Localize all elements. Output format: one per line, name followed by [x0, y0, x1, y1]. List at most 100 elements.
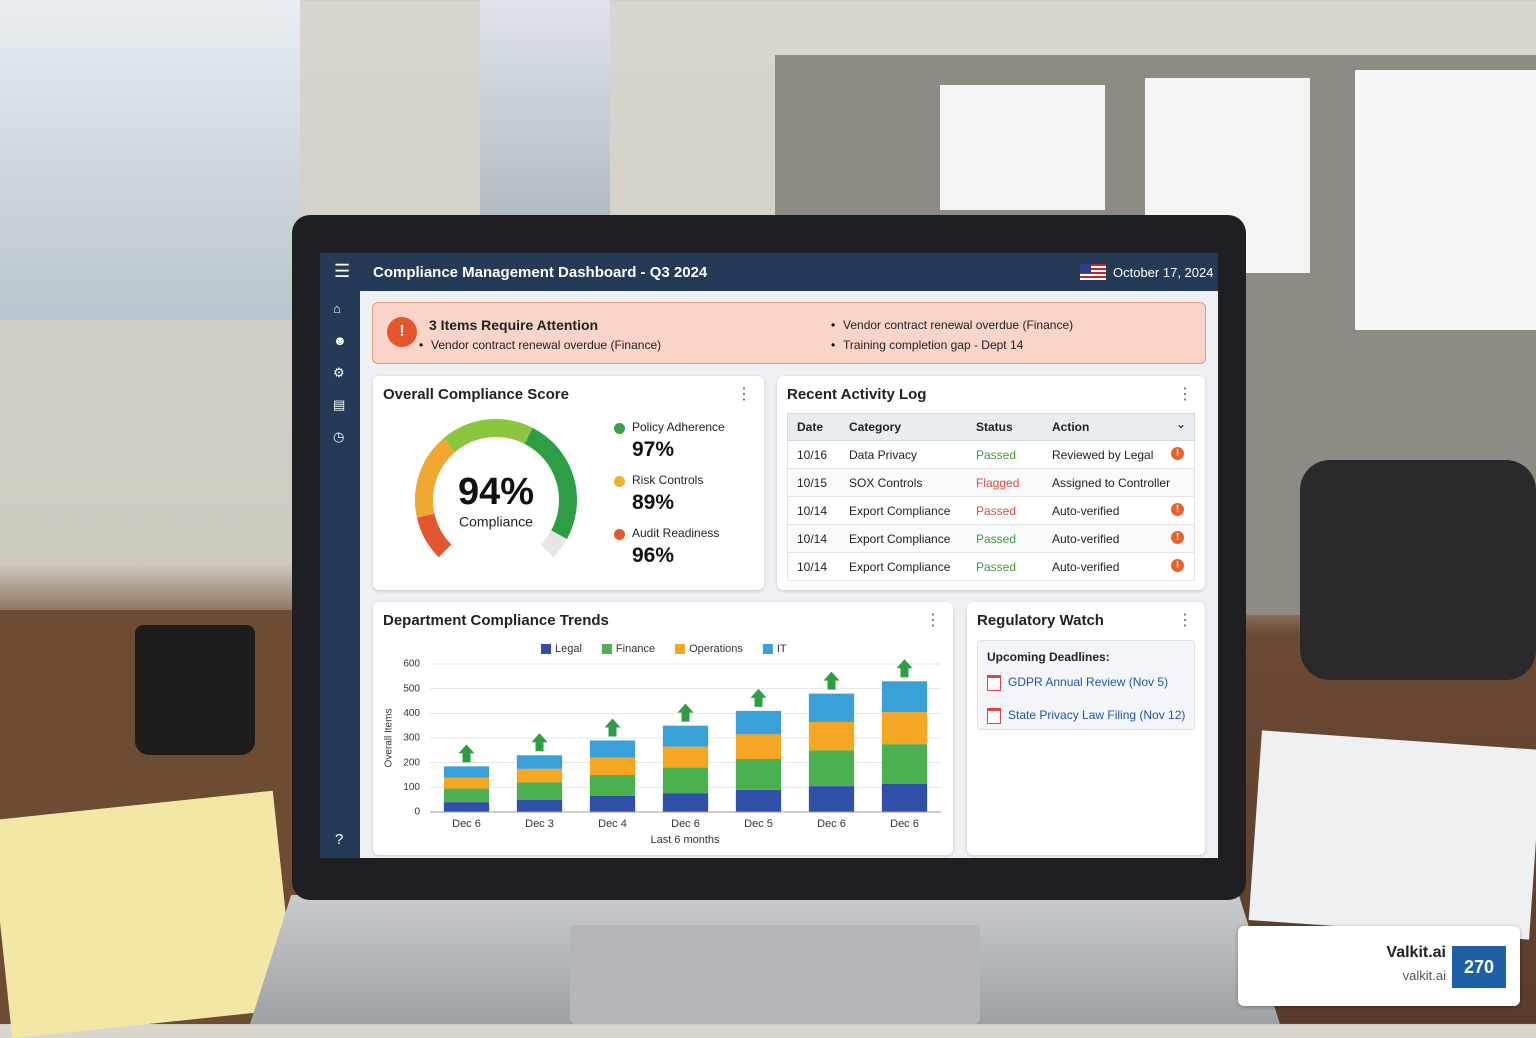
y-tick-label: 500 — [403, 683, 420, 694]
alert-item: Vendor contract renewal overdue (Finance… — [843, 318, 1074, 332]
bar-segment — [881, 681, 928, 713]
y-tick-label: 400 — [403, 708, 420, 719]
nav-users[interactable]: ☻ — [333, 333, 347, 348]
card-menu[interactable]: ⋮ — [1177, 386, 1193, 403]
metric-value: 96% — [632, 544, 675, 567]
metric-value: 89% — [632, 491, 675, 514]
nav-history[interactable]: ◷ — [333, 429, 345, 444]
trend-arrow — [823, 671, 840, 690]
gauge: 94% Compliance — [415, 419, 577, 558]
table-cell: Passed — [976, 448, 1017, 462]
bar-segment — [881, 712, 928, 745]
bar-segment — [808, 750, 855, 787]
coffee-mug — [135, 625, 255, 755]
card-title: Overall Compliance Score — [383, 386, 569, 403]
bar-segment — [516, 755, 563, 769]
trends-card: Department Compliance Trends ⋮ Overall I… — [373, 602, 953, 855]
flag-icon: ! — [1171, 531, 1184, 544]
table-row: 10/14 Export Compliance Passed Auto-verifie… — [787, 497, 1195, 525]
bar-segment — [516, 782, 563, 800]
header-bar: ☰ Compliance Management Dashboard - Q3 2… — [320, 253, 1218, 291]
bar-segment — [662, 793, 709, 812]
table-header: Date Category Status Action ⌄ — [787, 413, 1195, 441]
bar-segment — [735, 758, 782, 790]
bar-segment — [443, 766, 490, 778]
flag-icon: ! — [1171, 447, 1184, 460]
alert-item: Training completion gap - Dept 14 — [843, 338, 1024, 352]
deadlines-title: Upcoming Deadlines: — [987, 650, 1110, 664]
menu-icon[interactable]: ☰ — [334, 261, 351, 281]
alert-icon: ! — [387, 317, 417, 347]
calendar-icon — [987, 675, 1001, 691]
metric-name: Audit Readiness — [632, 526, 720, 540]
column-header: Action — [1052, 420, 1090, 434]
trend-arrow — [896, 659, 913, 678]
table-row: 10/15 SOX Controls Flagged Assigned to Cont… — [787, 469, 1195, 497]
alert-title: 3 Items Require Attention — [429, 317, 599, 333]
sort-icon[interactable]: ⌄ — [1175, 417, 1186, 431]
deadline-item[interactable]: State Privacy Law Filing (Nov 12) — [1008, 708, 1186, 722]
table-cell: Flagged — [976, 476, 1020, 490]
flag-icon: ! — [1171, 503, 1184, 516]
notepad — [0, 790, 296, 1038]
table-cell: 10/15 — [797, 476, 828, 490]
table-cell: SOX Controls — [849, 476, 923, 490]
card-title: Recent Activity Log — [787, 386, 927, 403]
table-cell: Export Compliance — [849, 504, 951, 518]
nav-home[interactable]: ⌂ — [333, 301, 341, 316]
nav-reports[interactable]: ▤ — [333, 397, 346, 412]
bar-segment — [735, 789, 782, 812]
legend-swatch — [601, 644, 612, 654]
activity-card: Recent Activity Log ⋮ Date Category Status… — [777, 376, 1205, 590]
bar-segment — [443, 802, 490, 812]
column-header: Status — [976, 420, 1013, 434]
card-menu[interactable]: ⋮ — [1177, 612, 1193, 629]
bar-segment — [516, 768, 563, 783]
table-cell: Auto-verified — [1052, 560, 1120, 574]
metric-name: Policy Adherence — [632, 420, 725, 434]
x-tick-label: Dec 6 — [671, 818, 700, 830]
y-tick-label: 0 — [414, 807, 420, 818]
deadline-item[interactable]: GDPR Annual Review (Nov 5) — [1008, 675, 1169, 689]
sidebar: ⌂ ☻ ⚙ ▤ ◷ ? — [320, 291, 360, 858]
bar-segment — [735, 734, 782, 759]
table-cell: 10/16 — [797, 448, 828, 462]
x-tick-label: Dec 3 — [525, 818, 554, 830]
table-cell: 10/14 — [797, 504, 828, 518]
bar-segment — [589, 795, 636, 812]
nav-help[interactable]: ? — [335, 831, 344, 848]
y-tick-label: 100 — [403, 782, 420, 793]
gauge-segment — [416, 513, 452, 558]
table-cell: Assigned to Controller — [1052, 476, 1171, 490]
score-caption: Compliance — [459, 514, 533, 530]
table-cell: Passed — [976, 560, 1017, 574]
card-menu[interactable]: ⋮ — [736, 386, 752, 403]
bar-segment — [516, 799, 563, 812]
table-cell: Export Compliance — [849, 560, 951, 574]
watermark-logo: 270 — [1452, 946, 1506, 988]
metric-dot — [614, 529, 625, 540]
card-menu[interactable]: ⋮ — [925, 612, 941, 629]
trend-arrow — [677, 703, 694, 722]
nav-settings[interactable]: ⚙ — [333, 365, 345, 380]
activity-table: Date Category Status Action ⌄ 10/16 Data Priva… — [787, 413, 1195, 581]
metric-dot — [614, 423, 625, 434]
table-row: 10/14 Export Compliance Passed Auto-verifie… — [787, 525, 1195, 553]
calendar — [1355, 70, 1536, 330]
score-card: Overall Compliance Score ⋮ 94% Complianc… — [373, 376, 764, 590]
chart: Overall Items Last 6 months 0 100 200 300 40… — [384, 643, 941, 846]
y-tick-label: 300 — [403, 733, 420, 744]
x-axis-label: Last 6 months — [650, 834, 720, 846]
trend-arrow — [458, 744, 475, 763]
column-header: Date — [797, 420, 824, 434]
legend-swatch — [675, 644, 686, 654]
y-tick-label: 600 — [403, 659, 420, 670]
legend-label: IT — [777, 643, 787, 655]
gauge-segment — [443, 419, 533, 453]
alert-item: Vendor contract renewal overdue (Finance… — [431, 338, 662, 352]
bar-segment — [735, 710, 782, 735]
metric-dot — [614, 476, 625, 487]
gauge-segment — [524, 427, 577, 540]
bar-segment — [808, 786, 855, 812]
